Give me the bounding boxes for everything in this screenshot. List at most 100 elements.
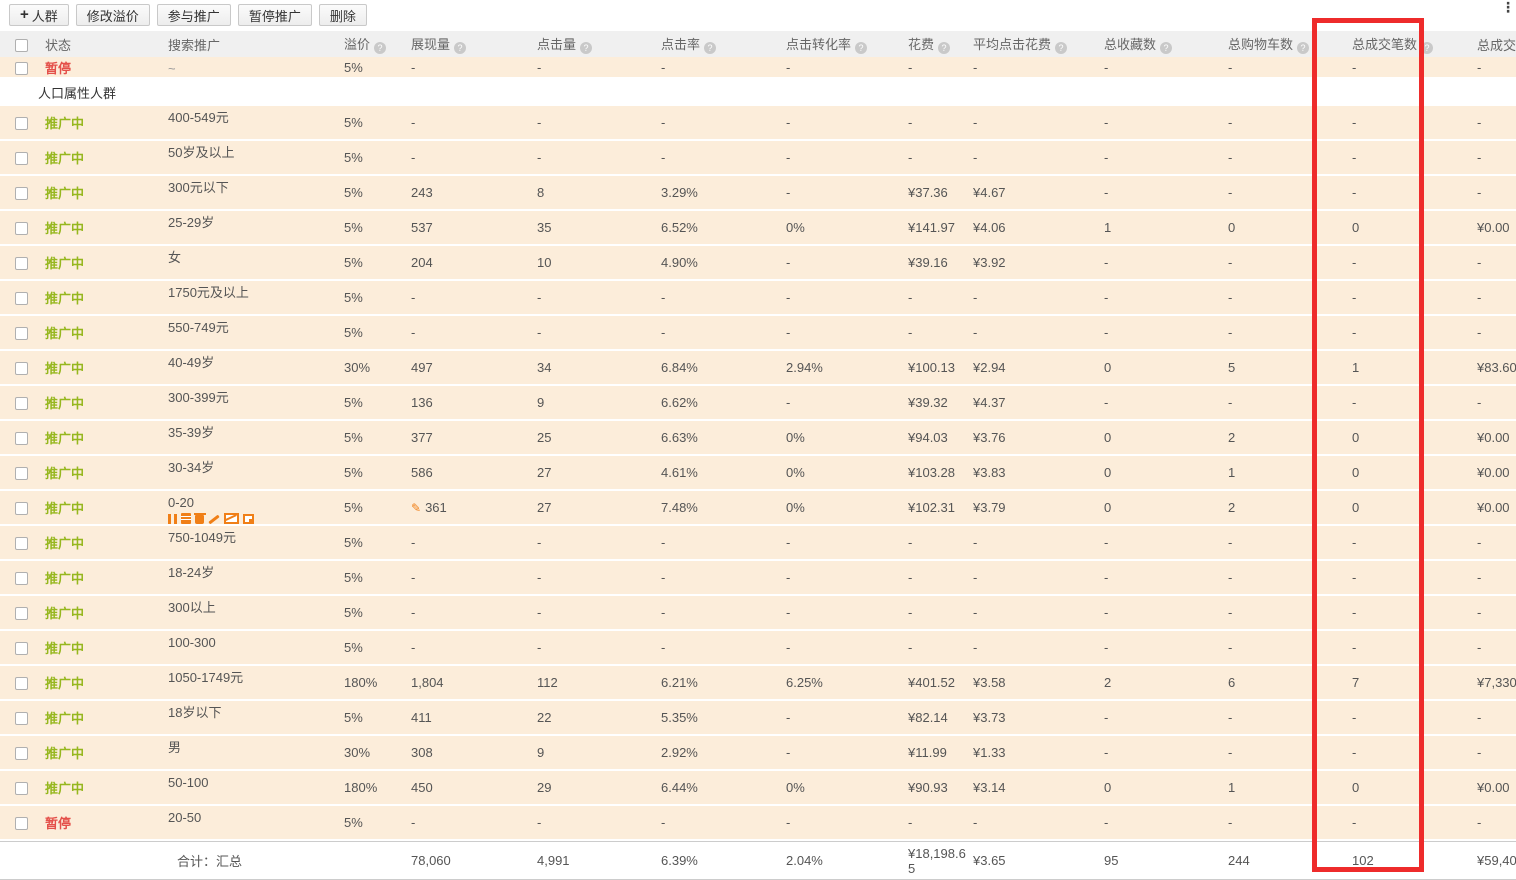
amount-value: -	[1477, 59, 1482, 75]
amount-cell: -	[1470, 570, 1516, 585]
row-checkbox[interactable]	[15, 607, 28, 621]
clipboard-icon[interactable]	[181, 513, 191, 524]
help-icon[interactable]: ?	[580, 42, 593, 54]
deals-cell: -	[1345, 570, 1470, 585]
row-checkbox[interactable]	[15, 782, 28, 796]
help-icon[interactable]: ?	[1055, 42, 1068, 54]
clicks-value: -	[537, 570, 542, 585]
help-icon[interactable]: ?	[938, 42, 951, 54]
row-checkbox[interactable]	[15, 677, 28, 691]
ctr-cell: 4.61%	[654, 465, 779, 480]
row-checkbox[interactable]	[15, 432, 28, 446]
conversion-cell: -	[779, 115, 901, 130]
pause-icon[interactable]	[168, 514, 177, 524]
row-checkbox[interactable]	[15, 502, 28, 516]
row-checkbox[interactable]	[15, 222, 28, 236]
cost-cell: ¥39.16	[901, 255, 966, 270]
row-checkbox[interactable]	[15, 257, 28, 271]
avg_cost-cell: -	[966, 115, 1097, 130]
total-impressions-cell: 78,060	[404, 853, 530, 868]
table-row: 推广中 50岁及以上 5% - - - - - - - - - -	[0, 141, 1516, 176]
row-checkbox[interactable]	[15, 362, 28, 376]
row-checkbox[interactable]	[15, 572, 28, 586]
help-icon[interactable]: ?	[1160, 42, 1173, 54]
deals-cell: -	[1345, 640, 1470, 655]
row-checkbox[interactable]	[15, 187, 28, 201]
row-checkbox[interactable]	[15, 642, 28, 656]
help-icon[interactable]: ?	[1421, 42, 1434, 54]
table-row: 推广中 300元以下 5% 243 8 3.29% - ¥37.36 ¥4.67 - - - -	[0, 176, 1516, 211]
crowd-name-cell: 男	[161, 736, 337, 769]
impressions-value: -	[411, 115, 416, 130]
premium-cell: 5%	[337, 465, 404, 480]
row-checkbox-cell	[0, 465, 38, 481]
table-row: 推广中 35-39岁 5% 377 25 6.63% 0% ¥94.03 ¥3.76 0 2 0 ¥0.…	[0, 421, 1516, 456]
help-icon[interactable]: ?	[1297, 42, 1310, 54]
help-icon[interactable]: ?	[855, 42, 868, 54]
crowd-name: 30-34岁	[168, 460, 215, 475]
cost-cell: -	[901, 60, 966, 75]
row-checkbox[interactable]	[15, 537, 28, 551]
cost-value: -	[908, 150, 913, 165]
amount-cell: ¥0.00	[1470, 465, 1516, 480]
row-checkbox[interactable]	[15, 817, 28, 831]
join-promotion-button[interactable]: 参与推广	[156, 4, 231, 26]
help-icon[interactable]: ?	[704, 42, 717, 54]
impressions-value: -	[411, 640, 416, 655]
conversion-cell: -	[779, 255, 901, 270]
conversion-value: -	[786, 710, 791, 725]
deals-value: 0	[1352, 220, 1360, 235]
ctr-cell: -	[654, 325, 779, 340]
amount-value: -	[1477, 185, 1482, 200]
favorites-value: -	[1104, 535, 1109, 550]
favorites-cell: 2	[1097, 675, 1221, 690]
row-checkbox[interactable]	[15, 712, 28, 726]
cost-value: ¥100.13	[908, 360, 955, 375]
select-all-checkbox[interactable]	[15, 38, 28, 52]
delete-button[interactable]: 删除	[318, 4, 367, 26]
premium-value: 5%	[344, 220, 363, 235]
pause-promotion-button[interactable]: 暂停推广	[237, 4, 312, 26]
ctr-value: -	[661, 640, 666, 655]
row-checkbox[interactable]	[15, 117, 28, 131]
row-checkbox[interactable]	[15, 152, 28, 166]
crowd-name: 100-300	[168, 635, 216, 650]
crowd-name-cell: 1750元及以上	[161, 281, 337, 314]
cost-cell: ¥37.36	[901, 185, 966, 200]
clicks-cell: -	[530, 290, 654, 305]
ctr-value: -	[661, 290, 666, 305]
carts-value: 6	[1228, 675, 1236, 690]
row-checkbox[interactable]	[15, 397, 28, 411]
conversion-cell: -	[779, 745, 901, 760]
status-cell: 推广中	[38, 673, 161, 692]
carts-cell: -	[1221, 605, 1345, 620]
help-icon[interactable]: ?	[454, 42, 467, 54]
chart-icon[interactable]	[224, 513, 239, 524]
row-checkbox[interactable]	[15, 467, 28, 481]
clicks-cell: 112	[530, 675, 654, 690]
edit-icon[interactable]	[208, 514, 220, 524]
favorites-cell: -	[1097, 815, 1221, 830]
cost-cell: ¥103.28	[901, 465, 966, 480]
add-crowd-button[interactable]: + 人群	[9, 4, 69, 26]
status-badge: 推广中	[45, 641, 85, 656]
cost-value: ¥94.03	[908, 430, 948, 445]
impressions-cell: 377	[404, 430, 530, 445]
modify-premium-button[interactable]: 修改溢价	[75, 4, 150, 26]
row-checkbox[interactable]	[15, 327, 28, 341]
cost-value: -	[908, 640, 913, 655]
ctr-value: 6.21%	[661, 675, 698, 690]
column-header-label: 总成交笔数	[1352, 37, 1418, 52]
premium-cell: 5%	[337, 255, 404, 270]
delete-icon[interactable]	[193, 512, 206, 524]
conversion-cell: 0%	[779, 780, 901, 795]
amount-cell: -	[1470, 290, 1516, 305]
row-checkbox[interactable]	[15, 61, 28, 75]
row-checkbox-cell	[0, 430, 38, 446]
help-icon[interactable]: ?	[374, 42, 387, 54]
row-checkbox[interactable]	[15, 292, 28, 306]
more-options-icon[interactable]: ⋮	[1501, 0, 1515, 15]
edit-premium-pencil-icon[interactable]: ✎	[411, 501, 422, 515]
export-icon[interactable]	[243, 514, 254, 524]
row-checkbox[interactable]	[15, 747, 28, 761]
